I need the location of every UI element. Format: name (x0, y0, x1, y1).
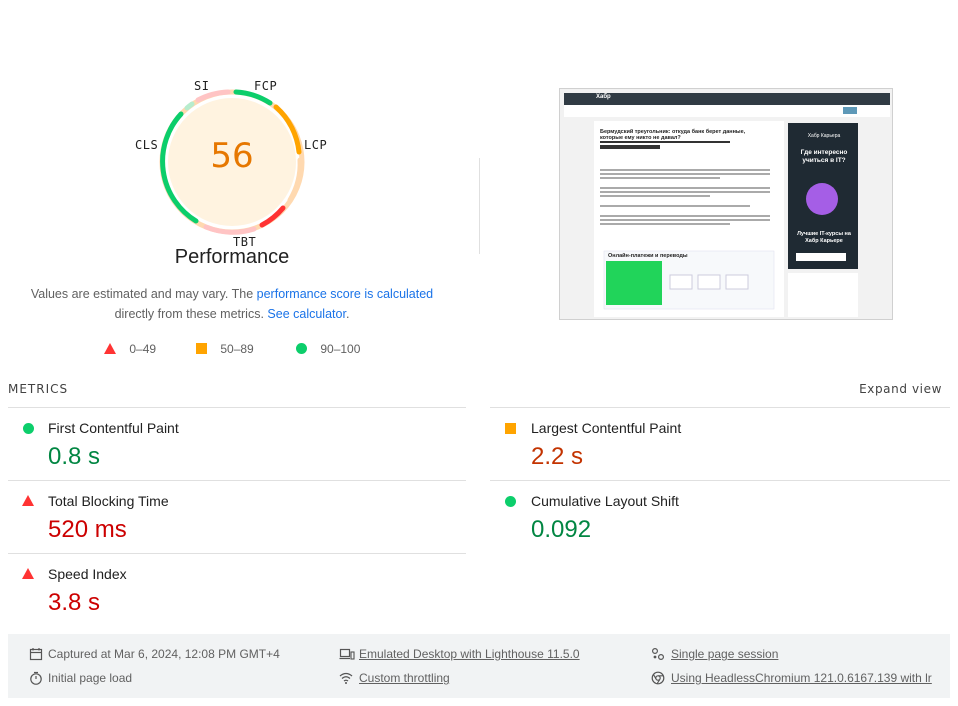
cls-value: 0.092 (531, 516, 592, 543)
metrics-heading: METRICS (8, 382, 69, 396)
metrics-divider-left-3 (8, 553, 466, 554)
lcp-average-icon (505, 423, 516, 434)
metrics-divider-right-1 (490, 407, 950, 408)
session-icon (651, 647, 665, 661)
vertical-divider (479, 158, 480, 254)
initial-page-load-text: Initial page load (48, 671, 133, 685)
tbt-poor-icon (22, 495, 34, 506)
performance-gauge (159, 89, 305, 235)
wifi-icon (339, 672, 353, 684)
good-circle-icon (296, 343, 307, 354)
emulated-desktop-text: Emulated Desktop with Lighthouse 11.5.0 (359, 647, 580, 661)
thumb-widget-title: Онлайн-платежи и переводы (608, 253, 688, 259)
tbt-value: 520 ms (48, 516, 127, 543)
thumb-ad-headline: Где интересно учиться в IT? (800, 149, 848, 164)
legend-average: 50–89 (196, 342, 254, 356)
legend-average-label: 50–89 (220, 342, 254, 356)
cls-good-icon (505, 496, 516, 507)
expand-view-toggle[interactable]: Expand view (859, 382, 942, 396)
thumb-ad-brand: Хабр Карьера (807, 133, 841, 139)
legend-poor-label: 0–49 (129, 342, 157, 356)
custom-throttling-link[interactable]: Custom throttling (359, 671, 450, 685)
thumb-article-title: Бермудский треугольник: откуда банк бере… (600, 129, 750, 141)
gauge-segment-lcp (273, 104, 302, 155)
browser-info-link[interactable]: Using HeadlessChromium 121.0.6167.139 wi… (671, 671, 939, 685)
performance-title: Performance (174, 246, 290, 268)
performance-score-link[interactable]: performance score is calculated (256, 287, 434, 301)
single-page-session-text: Single page session (671, 647, 779, 661)
gauge-label-fcp: FCP (254, 79, 278, 93)
si-label: Speed Index (48, 566, 127, 582)
cls-label: Cumulative Layout Shift (531, 493, 679, 509)
description-text-3: . (345, 307, 350, 321)
legend-good-label: 90–100 (320, 342, 361, 356)
score-description: Values are estimated and may vary. The p… (24, 284, 440, 324)
lcp-label: Largest Contentful Paint (531, 420, 682, 436)
runtime-settings-footer: Captured at Mar 6, 2024, 12:08 PM GMT+4 … (8, 634, 950, 698)
metrics-divider-right-2 (490, 480, 950, 481)
tbt-label: Total Blocking Time (48, 493, 169, 509)
fcp-label: First Contentful Paint (48, 420, 179, 436)
captured-at-text: Captured at Mar 6, 2024, 12:08 PM GMT+4 (48, 647, 280, 661)
thumb-logo: Хабр (596, 94, 611, 100)
poor-triangle-icon (104, 343, 116, 354)
gauge-label-tbt: TBT (233, 235, 257, 249)
gauge-segment-lcp-remainder (287, 157, 303, 203)
gauge-segment-fcp (233, 89, 273, 106)
si-value: 3.8 s (48, 589, 101, 616)
thumb-ad-footer: Лучшие IT-курсы на Хабр Карьере (797, 231, 851, 244)
timer-icon (30, 671, 42, 685)
gauge-label-lcp: LCP (304, 138, 328, 152)
performance-score: 56 (210, 136, 254, 176)
emulated-desktop-link[interactable]: Emulated Desktop with Lighthouse 11.5.0 (359, 647, 580, 661)
gauge-label-si: SI (194, 79, 210, 93)
custom-throttling-text: Custom throttling (359, 671, 450, 685)
browser-info-text: Using HeadlessChromium 121.0.6167.139 wi… (671, 671, 932, 685)
devices-icon (339, 648, 355, 660)
gauge-segment-si (195, 89, 231, 103)
metrics-divider-left-2 (8, 480, 466, 481)
metrics-divider-left-1 (8, 407, 466, 408)
final-screenshot-thumbnail[interactable]: Хабр Бермудский треугольник: откуда банк… (559, 88, 893, 320)
lcp-value: 2.2 s (531, 443, 584, 470)
si-poor-icon (22, 568, 34, 579)
gauge-segment-cls (160, 111, 199, 224)
gauge-fill (168, 98, 296, 226)
legend-good: 90–100 (296, 342, 360, 356)
fcp-good-icon (23, 423, 34, 434)
gauge-segment-cls-remainder (184, 101, 195, 111)
see-calculator-link[interactable]: See calculator (267, 307, 346, 321)
description-text-2: directly from these metrics. (114, 307, 268, 321)
calendar-icon (29, 648, 43, 661)
gauge-label-cls: CLS (135, 138, 159, 152)
average-square-icon (196, 343, 207, 354)
fcp-value: 0.8 s (48, 443, 101, 470)
description-text-1: Values are estimated and may vary. The (30, 287, 257, 301)
legend-poor: 0–49 (104, 342, 156, 356)
gauge-segment-tbt-remainder (203, 224, 257, 235)
gauge-segment-tbt (259, 205, 286, 228)
single-page-session-link[interactable]: Single page session (671, 647, 778, 661)
chrome-icon (651, 671, 665, 685)
